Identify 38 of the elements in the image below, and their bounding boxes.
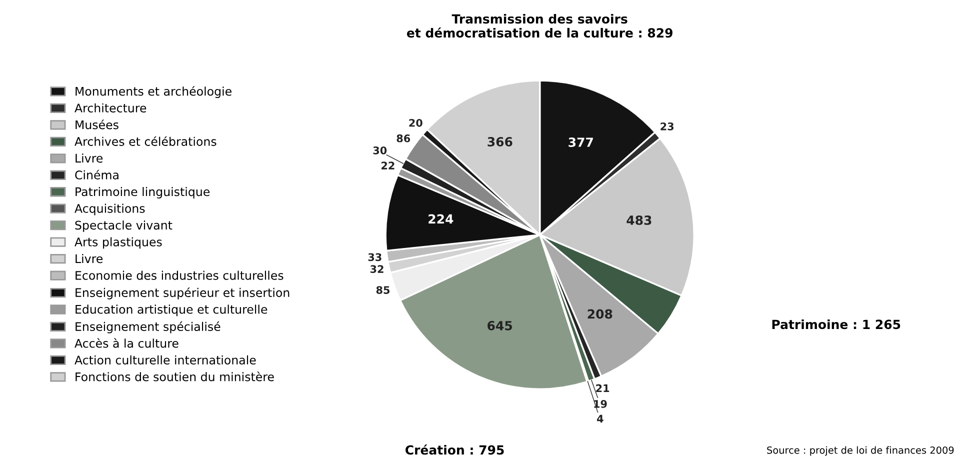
data-label: 32 [370,265,384,273]
legend-label: Architecture [74,103,146,112]
legend-label: Spectacle vivant [75,220,172,232]
data-label: 645 [488,320,512,330]
legend-label: Action culturelle internationale [74,355,256,364]
legend-label: Archives et célébrations [74,136,216,146]
legend-label: Livre [76,154,103,163]
data-label: 23 [660,122,674,130]
data-label: 224 [428,214,454,224]
legend-label: Enseignement spécialisé [76,321,220,334]
text: Patrimoine : 1 265 [772,319,900,330]
source-note: Source : projet de loi de finances 2009 [767,446,954,456]
text: Transmission des savoirs et démocratisation de la culture : 829 [406,14,672,38]
legend-label: Livre [76,254,103,264]
data-label: 21 [596,384,610,392]
data-label: 366 [488,137,512,146]
data-label: 377 [568,138,593,147]
data-label: 85 [376,286,390,294]
legend-label: Education artistique et culturelle [76,304,268,316]
legend-label: Musées [76,120,118,130]
text: Création : 795 [406,444,504,455]
data-label: 208 [588,309,612,319]
legend-label: Arts plastiques [74,237,162,249]
legend-label: Acquisitions [74,204,145,216]
data-label: 30 [373,146,387,154]
data-label: 22 [382,162,394,170]
data-label: 483 [626,215,652,225]
legend-label: Patrimoine linguistique [76,187,210,198]
legend-label: Enseignement supérieur et insertion [76,287,290,300]
data-label: 33 [368,253,382,262]
legend-label: Accès à la culture [74,338,178,348]
legend-label: Cinéma [75,170,118,180]
legend-label: Monuments et archéologie [76,86,232,98]
legend-label: Fonctions de soutien du ministère [76,372,274,382]
data-label: 86 [396,134,410,142]
legend-label: Economie des industries culturelles [76,270,284,280]
data-label: 20 [409,118,422,127]
data-label: 4 [596,414,604,422]
